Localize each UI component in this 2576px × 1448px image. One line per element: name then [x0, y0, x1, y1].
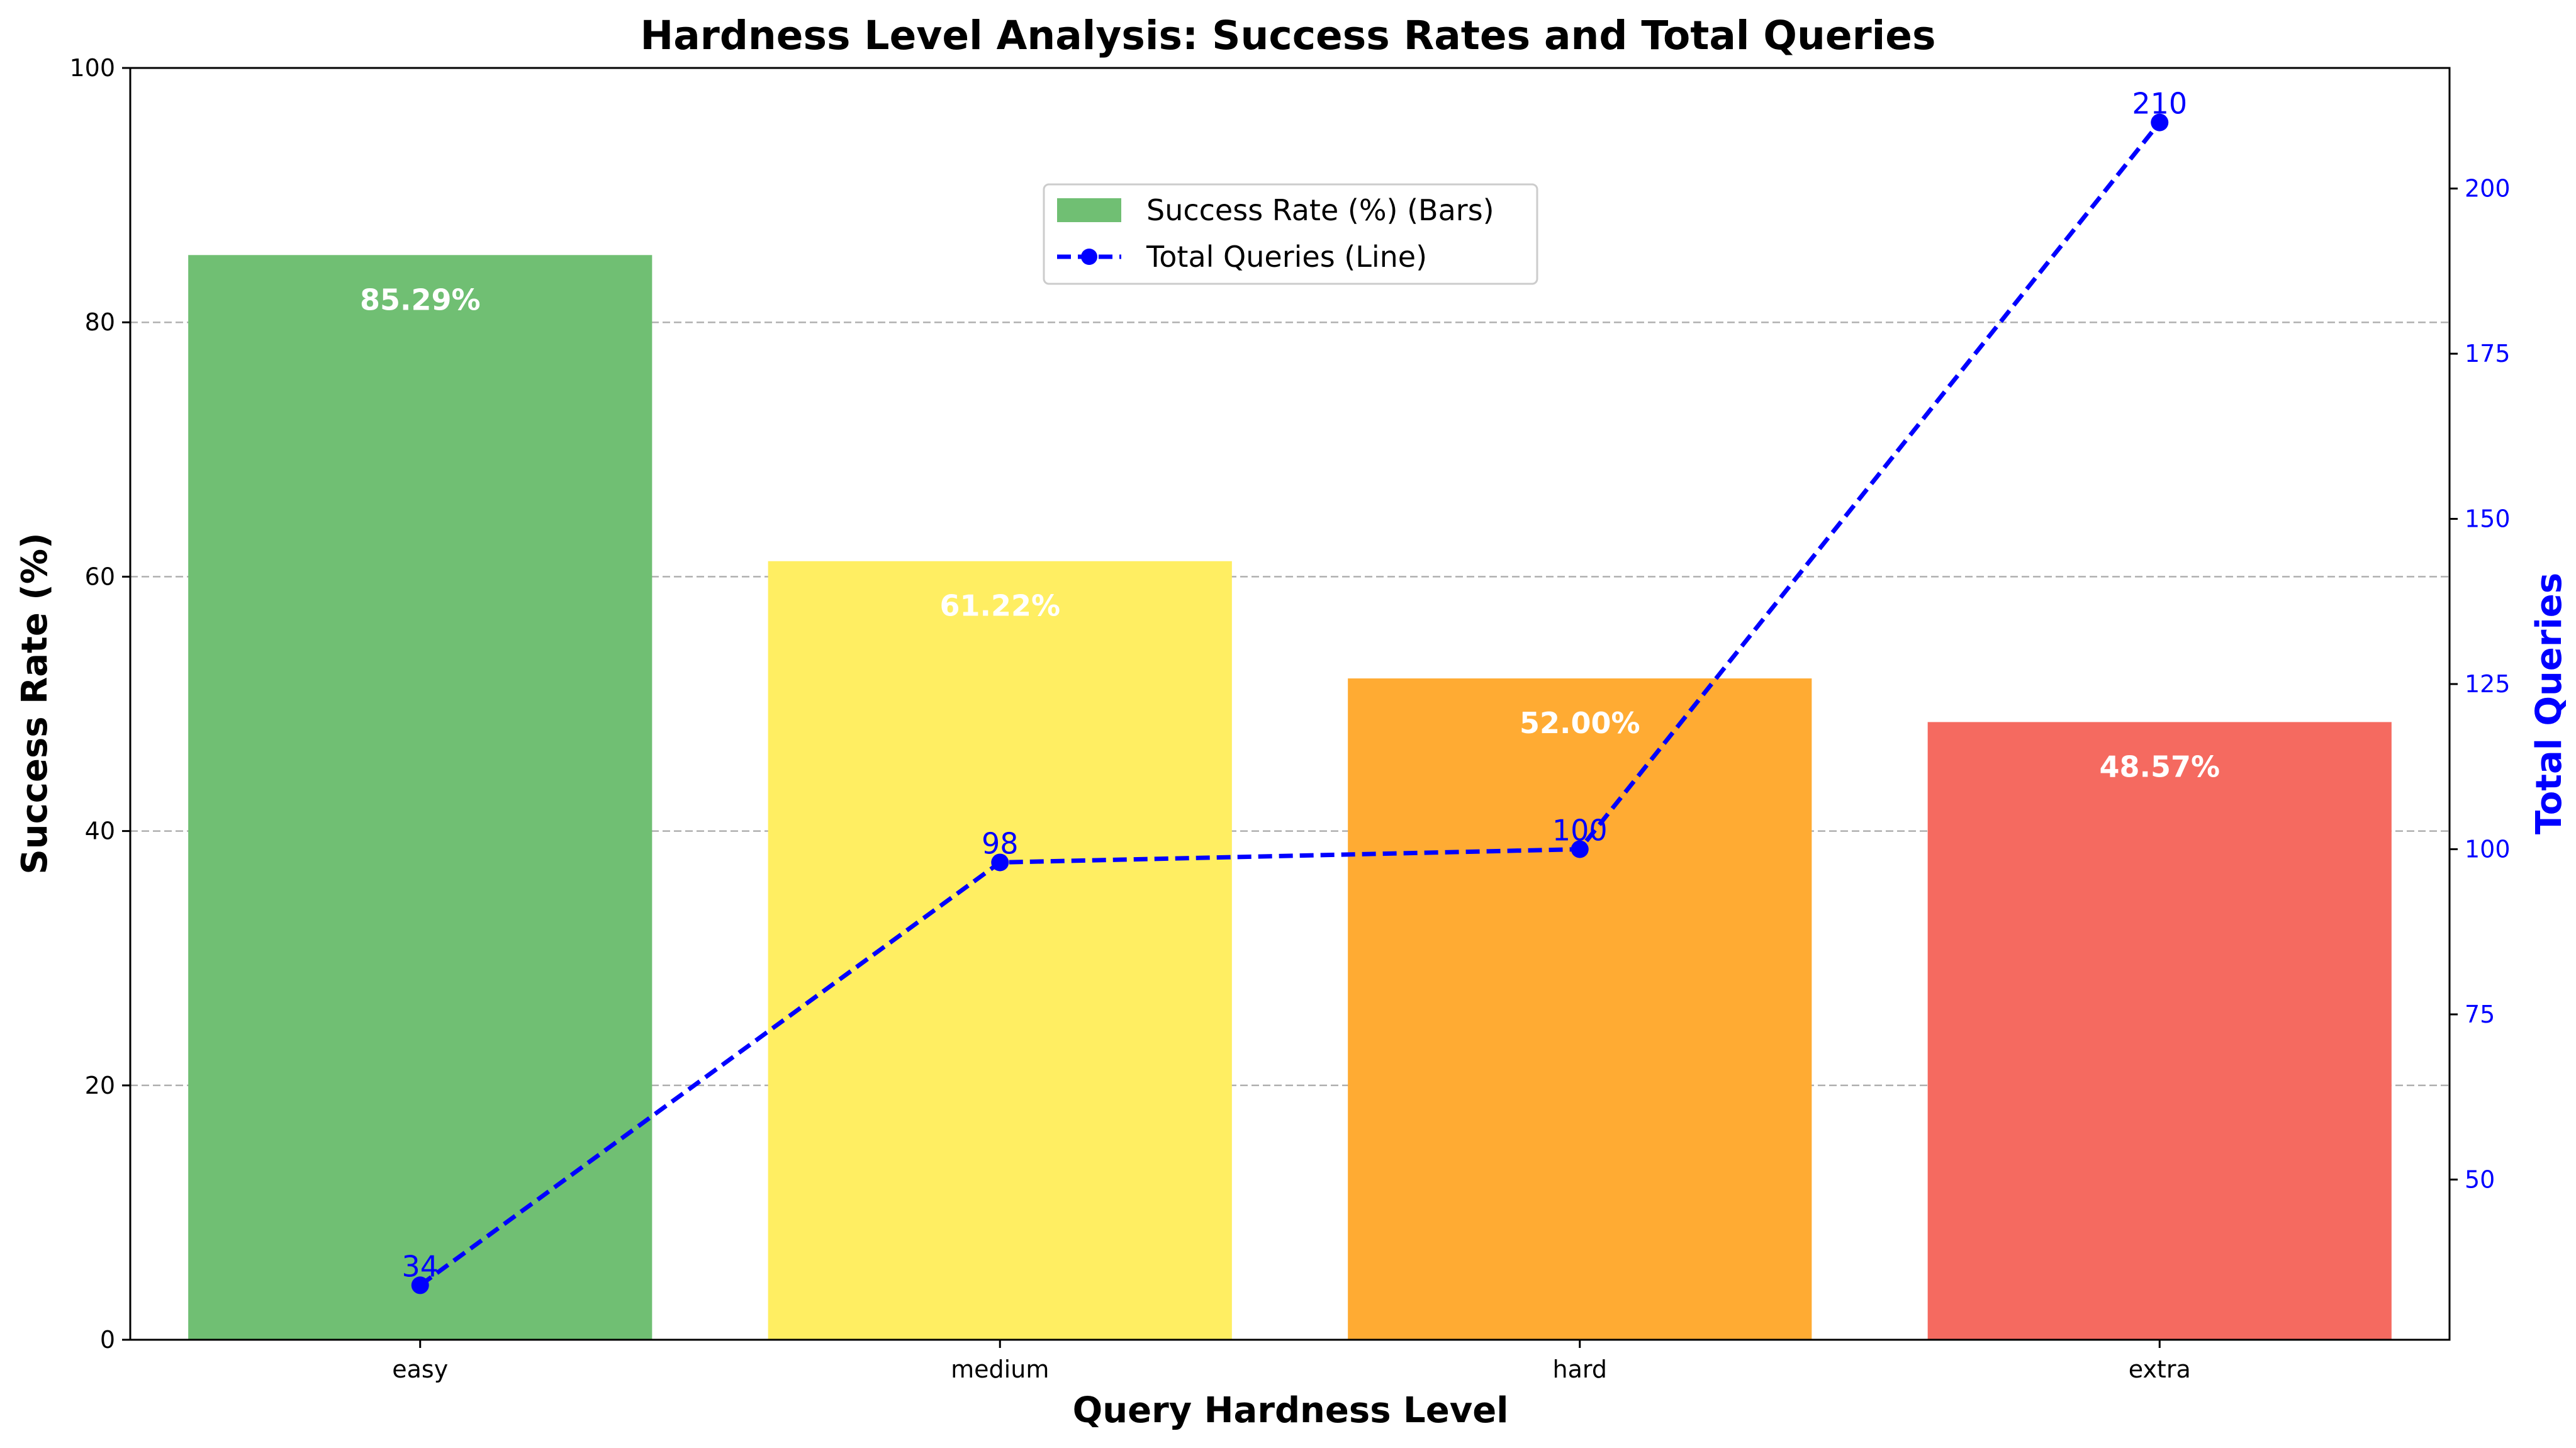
y2-tick-label: 100 [2465, 835, 2511, 863]
y-axis-label: Success Rate (%) [14, 532, 55, 874]
bar-value-label: 61.22% [939, 589, 1060, 623]
y2-tick-label: 50 [2465, 1165, 2495, 1193]
x-tick-label: medium [951, 1355, 1049, 1383]
line-point [2151, 113, 2169, 132]
bar-medium [768, 561, 1232, 1340]
bars-layer: 85.29% 61.22% 52.00% 48.57% [188, 255, 2392, 1340]
y2-tick-label: 150 [2465, 505, 2511, 533]
chart-title: Hardness Level Analysis: Success Rates a… [641, 13, 1936, 59]
line-point-label: 34 [401, 1249, 439, 1283]
axes-layer: 0 20 40 60 80 100 50 75 100 125 150 175 200 easy mediu… [69, 54, 2510, 1383]
bar-value-label: 85.29% [360, 283, 481, 317]
y-tick-label: 40 [85, 817, 115, 845]
bar-value-label: 48.57% [2099, 749, 2220, 783]
text-layer: Hardness Level Analysis: Success Rates a… [14, 13, 2570, 1431]
y-tick-label: 20 [85, 1072, 115, 1099]
x-tick-label: hard [1553, 1355, 1607, 1383]
y-tick-label: 80 [85, 308, 115, 336]
y2-tick-label: 75 [2465, 1001, 2495, 1028]
legend-label-line: Total Queries (Line) [1146, 240, 1427, 274]
x-tick-label: easy [392, 1355, 448, 1383]
y-tick-label: 100 [69, 54, 115, 82]
line-point-label: 98 [982, 826, 1019, 860]
bar-hard [1348, 678, 1812, 1340]
y2-axis-label: Total Queries [2529, 573, 2570, 834]
line-point-label: 100 [1552, 813, 1608, 847]
line-point-label: 210 [2132, 87, 2187, 121]
legend: Success Rate (%) (Bars) Total Queries (L… [1043, 183, 1538, 285]
legend-label-bars: Success Rate (%) (Bars) [1146, 193, 1494, 227]
line-layer: 34 98 100 210 [401, 87, 2187, 1294]
bar-extra [1927, 722, 2392, 1340]
line-point [411, 1276, 429, 1294]
y2-tick-label: 200 [2465, 175, 2511, 203]
bar-value-label: 52.00% [1520, 706, 1640, 740]
legend-swatch-bars [1057, 198, 1121, 222]
bar-easy [188, 255, 652, 1340]
x-tick-label: extra [2129, 1355, 2191, 1383]
y2-tick-label: 125 [2465, 670, 2511, 698]
y-tick-label: 0 [100, 1326, 115, 1354]
line-point [991, 853, 1009, 872]
plot-frame [129, 67, 2451, 1341]
x-axis-label: Query Hardness Level [1073, 1390, 1509, 1431]
legend-box [1043, 183, 1538, 285]
line-point [1571, 840, 1589, 858]
legend-marker-line [1081, 249, 1097, 265]
total-queries-line [418, 121, 2161, 1288]
y2-tick-label: 175 [2465, 340, 2511, 368]
y-tick-label: 60 [85, 563, 115, 590]
